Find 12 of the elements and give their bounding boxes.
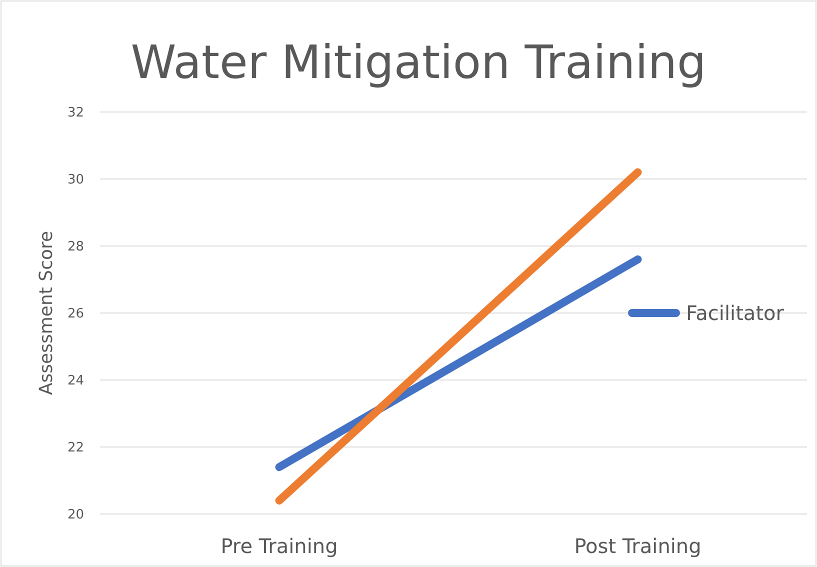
y-tick-label: 22 <box>67 440 84 456</box>
y-tick-label: 24 <box>67 374 84 389</box>
legend-label: Facilitator <box>686 301 785 325</box>
y-tick-label: 20 <box>67 508 84 523</box>
x-tick-label: Post Training <box>574 534 702 558</box>
chart-title: Water Mitigation Training <box>130 35 706 89</box>
x-tick-label: Pre Training <box>220 534 338 558</box>
y-tick-label: 30 <box>67 172 84 188</box>
y-tick-label: 32 <box>67 106 84 121</box>
y-axis-title: Assessment Score <box>36 230 57 396</box>
y-tick-label: 28 <box>67 240 84 255</box>
y-tick-label: 26 <box>67 306 84 322</box>
